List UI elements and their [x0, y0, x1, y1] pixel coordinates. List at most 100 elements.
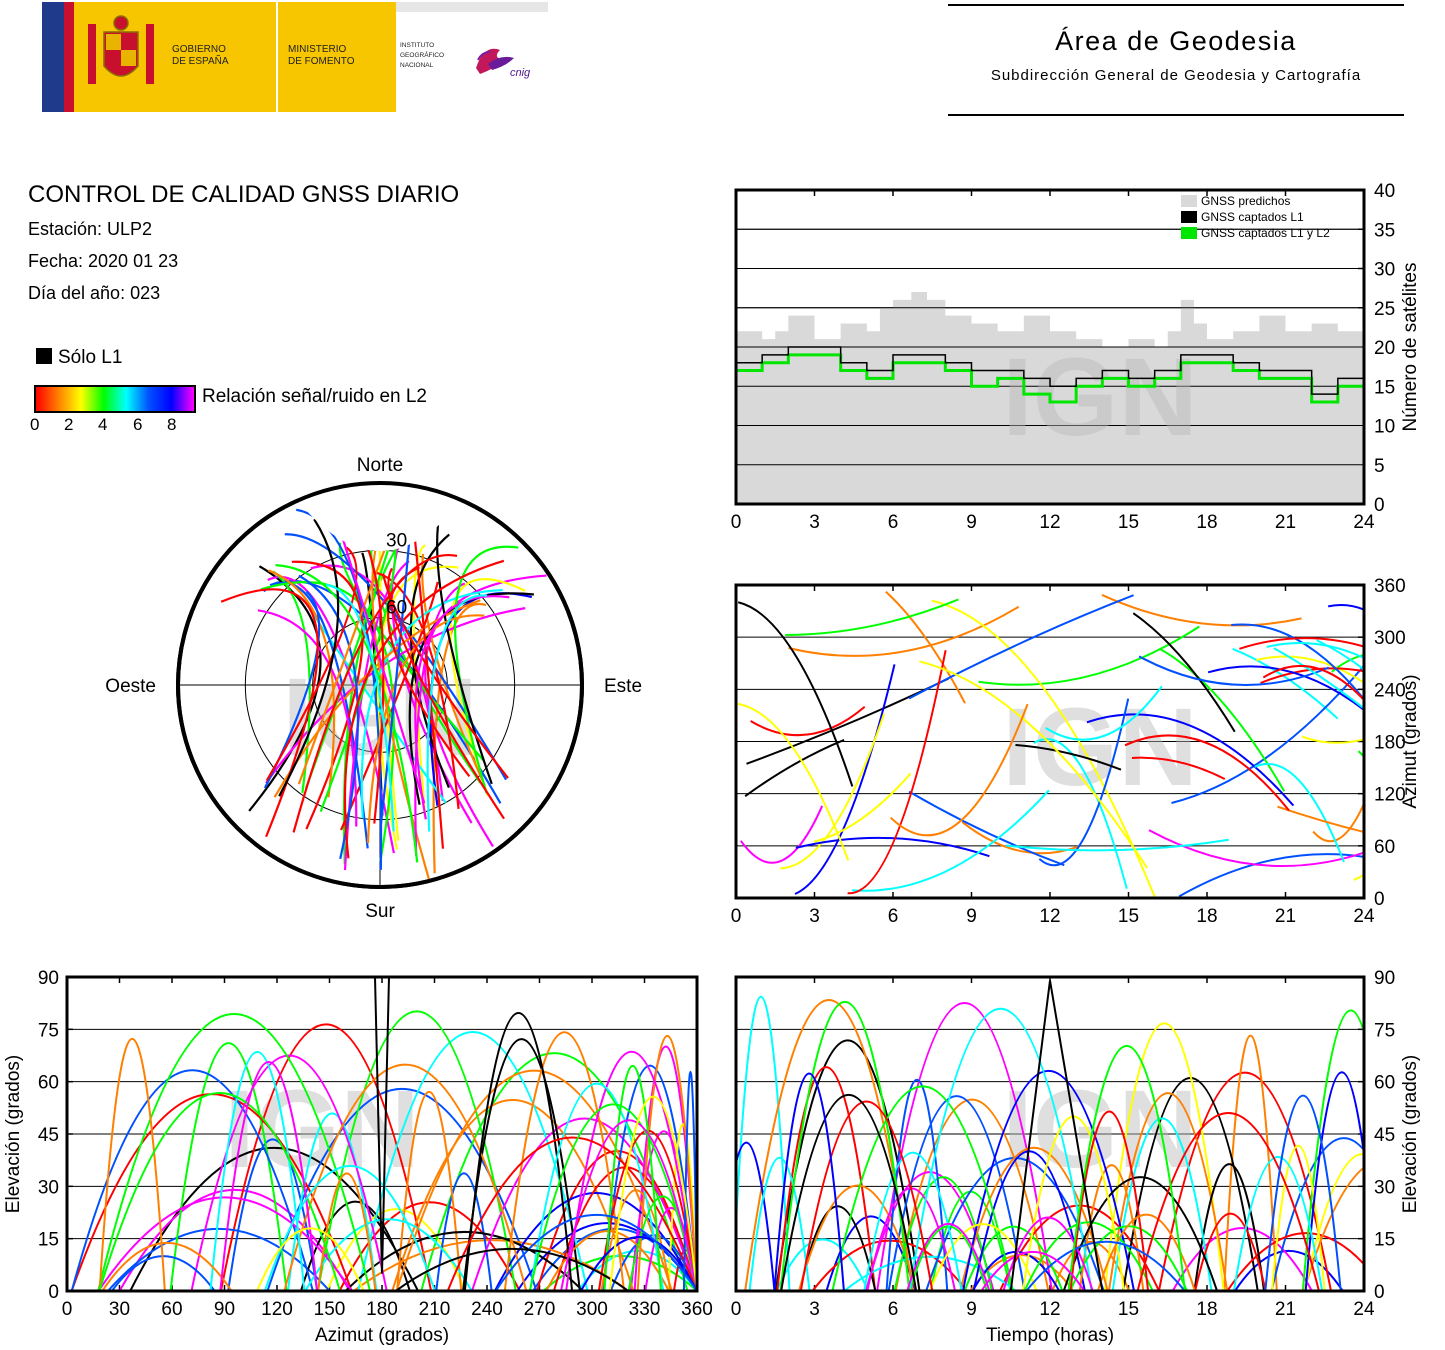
- elevation-azimuth-track: [608, 1095, 697, 1291]
- svg-text:cnig: cnig: [510, 67, 531, 79]
- sky-track: [426, 594, 488, 832]
- y-tick-label: 75: [38, 1020, 59, 1041]
- sky-track: [409, 533, 450, 789]
- elevation-azimuth-track: [462, 1038, 581, 1291]
- y-tick-label: 45: [1374, 1125, 1395, 1146]
- elevation-time-track: [798, 1184, 918, 1291]
- azimuth-track: [785, 598, 959, 636]
- azimuth-track: [1262, 664, 1364, 702]
- x-tick-label: 18: [1196, 512, 1217, 530]
- sky-track: [432, 602, 487, 874]
- sky-track: [220, 588, 319, 838]
- azimuth-track: [1132, 612, 1236, 733]
- x-tick-label: 270: [524, 1299, 556, 1320]
- elevation-azimuth-track: [338, 1201, 521, 1291]
- azimuth-track: [1138, 655, 1330, 686]
- elevation-azimuth-track: [169, 1042, 288, 1291]
- sky-track: [265, 546, 358, 782]
- sky-track: [268, 569, 336, 798]
- elevation-time-track: [1270, 1145, 1326, 1291]
- elevation-azimuth-track: [603, 1065, 662, 1291]
- azimuth-track: [890, 703, 1029, 837]
- y-tick-label: 60: [38, 1073, 59, 1094]
- elevation-time-track: [1223, 1035, 1278, 1291]
- elevation-time-track: [831, 1085, 1014, 1291]
- azimuth-track: [1327, 604, 1364, 611]
- sky-track: [298, 574, 359, 860]
- area-subtitle: Subdirección General de Geodesia y Carto…: [990, 67, 1362, 84]
- azimuth-track: [737, 702, 850, 861]
- elevation-azimuth-track: [101, 1242, 233, 1291]
- doy-label: Día del año: 023: [28, 283, 161, 303]
- y-tick-label: 60: [1374, 837, 1395, 858]
- x-tick-label: 60: [161, 1299, 182, 1320]
- elevation-azimuth-track: [446, 1136, 697, 1291]
- eu-stripe: [42, 2, 64, 112]
- sky-north-gap: [295, 478, 465, 551]
- y-tick-label: 15: [38, 1230, 59, 1251]
- y-tick-label: 45: [38, 1125, 59, 1146]
- elevation-time-track: [1069, 1110, 1150, 1291]
- y-tick-label: 360: [1374, 576, 1406, 597]
- sky-west-label: Oeste: [105, 676, 156, 697]
- elevation-time-track: [980, 1251, 1086, 1291]
- azimuth-track: [788, 605, 1020, 657]
- elevation-time-track: [1051, 1241, 1130, 1291]
- sky-track: [360, 588, 503, 819]
- elevation-azimuth-track: [395, 1069, 673, 1291]
- y-tick-label: 0: [1374, 889, 1385, 910]
- elevation-time-track: [1171, 1227, 1313, 1291]
- x-tick-label: 0: [731, 512, 742, 530]
- elevation-azimuth-track: [667, 1123, 697, 1291]
- elevation-azimuth-track: [304, 1218, 473, 1291]
- azimuth-track: [1015, 744, 1122, 771]
- azimuth-track: [1171, 664, 1364, 804]
- cnig-logo-icon: cnig: [476, 48, 531, 79]
- l1-only-label: Sólo L1: [58, 347, 123, 368]
- elevation-time-track: [799, 1100, 934, 1291]
- instituto-line3: NACIONAL: [400, 62, 434, 69]
- elevation-time-track: [962, 1069, 1135, 1291]
- gobierno-line1: GOBIERNO: [172, 44, 226, 55]
- x-tick-label: 12: [1039, 1299, 1060, 1320]
- elevation-time-track: [1193, 1163, 1266, 1291]
- x-tick-label: 18: [1196, 1299, 1217, 1320]
- azimuth-track: [746, 677, 949, 765]
- azimuth-track: [744, 738, 845, 797]
- azimuth-track: [794, 664, 896, 895]
- azimuth-track: [1038, 698, 1130, 867]
- azimuth-track: [737, 601, 854, 787]
- ministerio-block: [278, 2, 396, 112]
- y-tick-label: 20: [1374, 338, 1395, 359]
- snr-tick: 6: [133, 415, 143, 434]
- elevation-azimuth-track: [190, 1054, 388, 1291]
- elevation-time-track: [1067, 1045, 1186, 1291]
- y-tick-label: 15: [1374, 1230, 1395, 1251]
- elevation-time-track: [773, 1072, 845, 1291]
- elevation-time-track: [1078, 1164, 1145, 1291]
- elevation-azimuth-track: [395, 1248, 629, 1291]
- ministerio-line2: DE FOMENTO: [288, 56, 355, 67]
- azimuth-track: [1301, 735, 1364, 744]
- legend-entry: GNSS predichos: [1201, 194, 1290, 208]
- elevation-time-track: [1226, 1232, 1364, 1291]
- plot-border: [65, 975, 699, 1293]
- azimuth-track: [1131, 756, 1226, 780]
- sky-track: [387, 567, 505, 820]
- snr-colorbar: [34, 385, 196, 413]
- elevation-azimuth-track: [503, 1031, 626, 1291]
- coat-of-arms-icon: [88, 15, 154, 84]
- x-tick-label: 300: [576, 1299, 608, 1320]
- elevation-azimuth-track: [636, 1035, 697, 1291]
- azimuth-track: [1277, 805, 1364, 834]
- x-tick-label: 240: [471, 1299, 503, 1320]
- elevation-time-track: [894, 1098, 1050, 1291]
- snr-tick: 2: [64, 415, 74, 434]
- y-tick-label: 300: [1374, 628, 1406, 649]
- x-tick-label: 6: [888, 512, 899, 530]
- azimuth-track: [1312, 800, 1364, 843]
- elevation-azimuth-track: [374, 976, 390, 1274]
- x-tick-label: 21: [1275, 512, 1296, 530]
- x-tick-label: 0: [731, 1299, 742, 1320]
